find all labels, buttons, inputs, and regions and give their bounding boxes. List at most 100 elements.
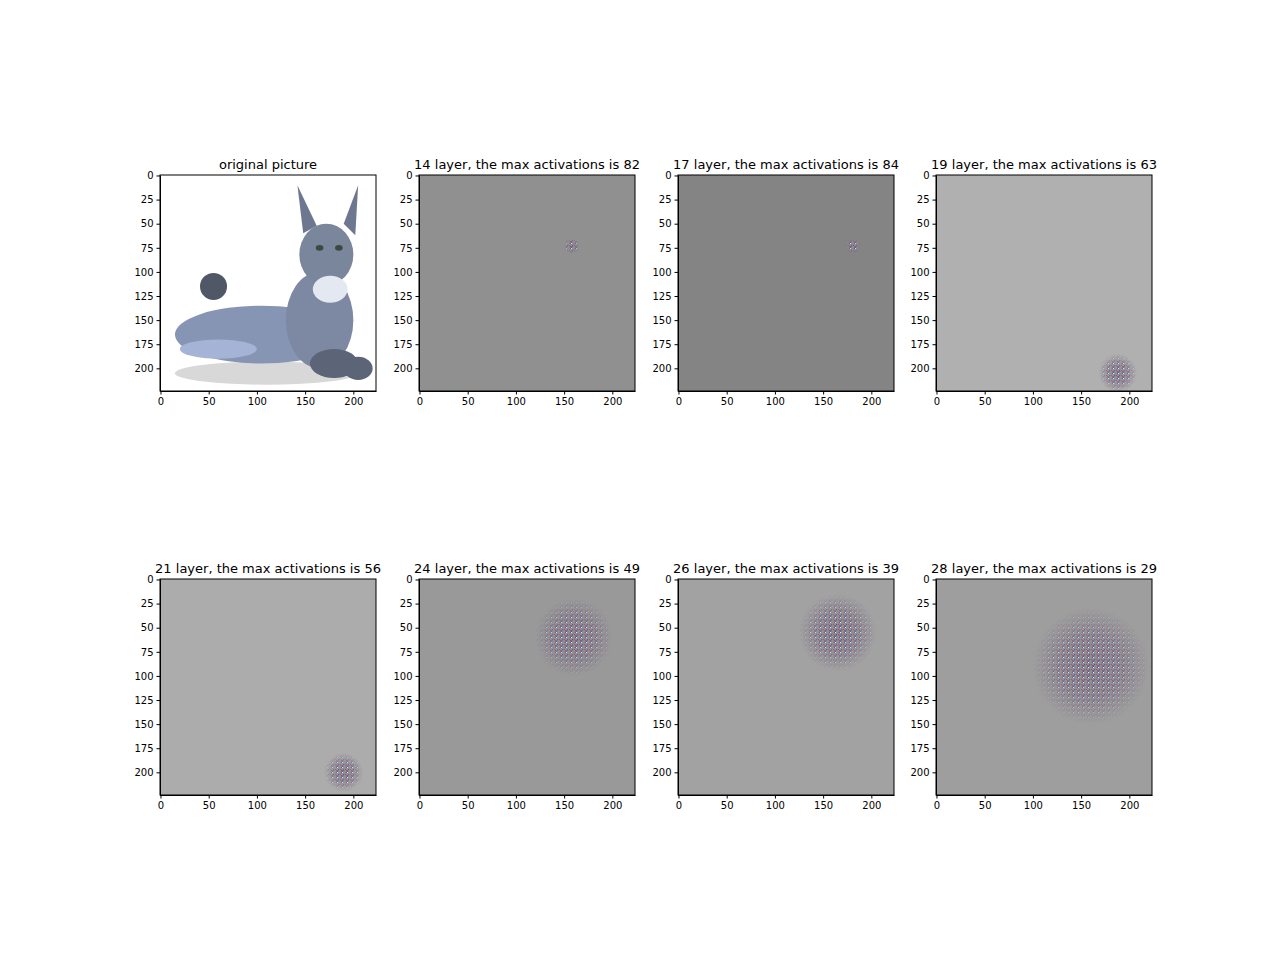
x-tick-mark [353, 391, 354, 395]
x-tick-label: 50 [721, 396, 734, 407]
y-tick: 125 [393, 695, 419, 706]
image-area [678, 175, 894, 391]
y-tick-mark [933, 700, 937, 701]
y-tick: 125 [134, 695, 160, 706]
axes-frame [936, 175, 1152, 391]
x-tick-mark [1033, 391, 1034, 395]
y-tick-label: 150 [134, 719, 153, 730]
x-tick-label: 200 [1120, 800, 1139, 811]
y-tick-mark [157, 248, 161, 249]
y-tick-label: 200 [652, 767, 671, 778]
y-tick-mark [933, 604, 937, 605]
y-tick: 50 [917, 622, 936, 633]
y-tick-label: 100 [393, 671, 412, 682]
x-axis: 050100150200 [158, 391, 377, 407]
y-tick-mark [157, 604, 161, 605]
y-tick: 150 [134, 315, 160, 326]
cat-paw [344, 357, 373, 380]
y-tick-mark [416, 579, 420, 580]
panel: 050100150200025507510012515017520028 lay… [910, 561, 1157, 811]
x-tick: 150 [296, 795, 315, 811]
x-tick-mark [419, 795, 420, 799]
y-tick-label: 25 [141, 194, 154, 205]
x-tick-mark [1129, 391, 1130, 395]
axes-frame [678, 175, 894, 391]
x-tick: 150 [1072, 391, 1091, 407]
y-tick-label: 100 [910, 671, 929, 682]
y-tick: 200 [393, 363, 419, 374]
y-tick-mark [416, 344, 420, 345]
x-tick-label: 100 [248, 396, 267, 407]
y-tick: 175 [910, 743, 936, 754]
x-axis-line [161, 795, 377, 796]
x-tick-label: 200 [344, 396, 363, 407]
y-tick: 125 [393, 291, 419, 302]
y-tick: 100 [910, 267, 936, 278]
x-tick: 100 [507, 795, 526, 811]
y-tick-mark [416, 724, 420, 725]
y-tick: 175 [393, 339, 419, 350]
y-tick: 75 [917, 647, 936, 658]
y-tick: 75 [400, 243, 419, 254]
activation-patch [324, 753, 363, 792]
y-tick-label: 50 [659, 622, 672, 633]
y-tick-mark [675, 772, 679, 773]
y-tick-label: 200 [393, 363, 412, 374]
x-tick: 0 [676, 795, 682, 811]
x-tick-label: 50 [979, 396, 992, 407]
x-tick: 150 [814, 391, 833, 407]
x-tick-mark [775, 391, 776, 395]
x-tick-mark [160, 391, 161, 395]
y-axis-line [936, 176, 937, 392]
y-tick-label: 150 [134, 315, 153, 326]
y-axis-line [419, 176, 420, 392]
panel: 050100150200025507510012515017520021 lay… [134, 561, 381, 811]
x-tick-label: 150 [814, 800, 833, 811]
y-tick-label: 100 [134, 671, 153, 682]
x-tick-mark [209, 795, 210, 799]
x-tick-mark [160, 795, 161, 799]
y-tick-label: 75 [141, 243, 154, 254]
y-tick-label: 175 [652, 743, 671, 754]
y-tick-label: 175 [393, 743, 412, 754]
y-tick-mark [675, 628, 679, 629]
y-tick-mark [157, 748, 161, 749]
y-tick-label: 50 [400, 218, 413, 229]
y-tick-label: 150 [393, 719, 412, 730]
x-tick-mark [1129, 795, 1130, 799]
y-tick: 175 [652, 743, 678, 754]
y-tick-mark [933, 296, 937, 297]
x-tick-mark [985, 795, 986, 799]
y-tick: 50 [659, 218, 678, 229]
y-tick-label: 50 [141, 218, 154, 229]
x-tick: 100 [766, 391, 785, 407]
x-tick: 50 [462, 795, 475, 811]
x-tick: 200 [344, 391, 363, 407]
x-tick-label: 150 [555, 800, 574, 811]
y-tick-label: 125 [134, 291, 153, 302]
x-tick: 100 [1024, 391, 1043, 407]
x-tick-mark [727, 391, 728, 395]
y-tick-mark [416, 604, 420, 605]
cat-eye [335, 245, 343, 251]
y-tick-label: 150 [652, 315, 671, 326]
y-tick-label: 75 [659, 243, 672, 254]
x-tick-mark [678, 391, 679, 395]
cat-leg [180, 339, 257, 358]
y-tick-mark [933, 676, 937, 677]
x-tick-label: 150 [296, 396, 315, 407]
y-tick: 75 [400, 647, 419, 658]
y-tick-label: 200 [393, 767, 412, 778]
image-area [419, 579, 635, 795]
x-tick: 50 [979, 391, 992, 407]
x-tick: 100 [248, 795, 267, 811]
x-axis: 050100150200 [934, 795, 1153, 811]
x-tick-label: 200 [603, 800, 622, 811]
x-tick-mark [516, 795, 517, 799]
y-tick: 200 [910, 767, 936, 778]
y-tick-label: 25 [917, 598, 930, 609]
x-tick: 0 [934, 391, 940, 407]
y-tick-mark [933, 724, 937, 725]
image-area [678, 579, 894, 795]
image-background [160, 579, 376, 795]
